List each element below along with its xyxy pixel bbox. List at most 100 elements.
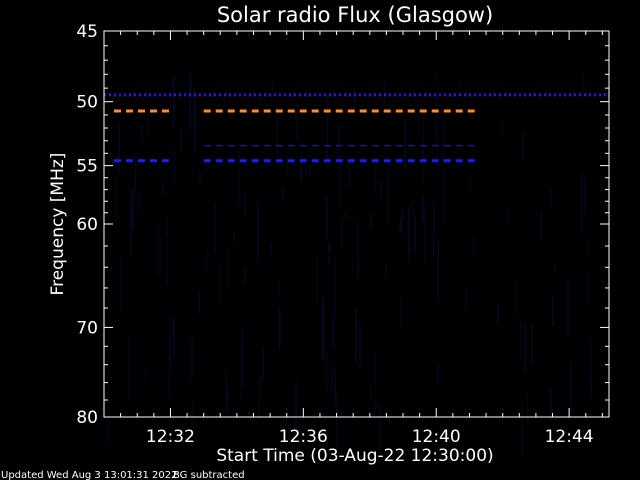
noise-streak bbox=[384, 261, 387, 277]
noise-streak bbox=[370, 212, 373, 228]
noise-streak bbox=[527, 391, 529, 424]
noise-streak bbox=[233, 230, 235, 244]
noise-streak bbox=[331, 361, 333, 396]
noise-streak bbox=[383, 79, 386, 107]
noise-streak bbox=[131, 189, 133, 218]
noise-streak bbox=[271, 80, 274, 92]
noise-streak bbox=[173, 75, 175, 129]
noise-streak bbox=[194, 87, 196, 153]
noise-streak bbox=[551, 186, 553, 210]
noise-streak bbox=[238, 150, 240, 204]
noise-streak bbox=[341, 219, 343, 250]
noise-streak bbox=[338, 155, 341, 211]
noise-streak bbox=[257, 200, 259, 264]
noise-streak bbox=[375, 164, 377, 194]
noise-streak bbox=[432, 202, 435, 256]
updated-timestamp: Updated Wed Aug 3 13:01:31 2022 bbox=[1, 470, 178, 480]
noise-streak bbox=[180, 127, 182, 152]
noise-streak bbox=[472, 236, 475, 259]
tick-labels: 45 50 55 60 70 80 12:32 12:36 12:40 12:44 bbox=[76, 22, 593, 447]
noise-streak bbox=[134, 157, 136, 196]
noise-streak bbox=[244, 189, 246, 217]
noise-streak bbox=[496, 303, 499, 324]
noise-streak bbox=[162, 181, 164, 196]
chart-title: Solar radio Flux (Glasgow) bbox=[217, 3, 493, 27]
noise-streak bbox=[190, 83, 192, 97]
noise-streak bbox=[296, 101, 298, 141]
noise-streak bbox=[567, 279, 569, 335]
noise-streak bbox=[225, 368, 228, 405]
noise-streak bbox=[401, 209, 403, 235]
axis-ticks bbox=[104, 30, 609, 418]
noise-streak bbox=[189, 72, 192, 131]
noise-streak bbox=[334, 364, 337, 408]
noise-streak bbox=[276, 106, 278, 156]
noise-streak bbox=[118, 122, 120, 174]
noise-streak bbox=[106, 234, 108, 271]
noise-streak bbox=[198, 291, 200, 314]
noise-streak bbox=[469, 178, 471, 189]
noise-streak bbox=[305, 166, 307, 175]
noise-streak bbox=[279, 307, 281, 349]
y-tick-label: 50 bbox=[76, 93, 98, 113]
noise-streak bbox=[433, 73, 436, 83]
noise-streak bbox=[219, 261, 222, 306]
noise-streak bbox=[353, 88, 355, 114]
noise-streak bbox=[157, 223, 160, 277]
noise-streak bbox=[191, 402, 193, 437]
noise-streak bbox=[421, 195, 424, 222]
noise-streak bbox=[570, 360, 572, 413]
plot-frame bbox=[103, 30, 610, 418]
noise-streak bbox=[112, 153, 115, 169]
noise-streak bbox=[144, 367, 147, 380]
noise-streak bbox=[521, 130, 524, 160]
noise-streak bbox=[408, 206, 410, 260]
noise-streak bbox=[591, 371, 593, 393]
noise-streak bbox=[550, 389, 552, 421]
noise-streak bbox=[159, 237, 162, 271]
noise-streak bbox=[581, 71, 584, 99]
noise-streak bbox=[502, 116, 504, 135]
noise-streak bbox=[416, 104, 418, 118]
noise-streak bbox=[399, 219, 401, 233]
noise-streak bbox=[399, 293, 402, 331]
noise-streak bbox=[436, 122, 438, 172]
noise-streak bbox=[524, 322, 526, 372]
y-tick-label: 60 bbox=[76, 215, 98, 235]
noise-streak bbox=[355, 307, 357, 363]
noise-streak bbox=[138, 190, 140, 213]
noise-streak bbox=[308, 146, 311, 178]
noise-streak bbox=[129, 209, 132, 259]
noise-streak bbox=[581, 173, 584, 234]
noise-streak bbox=[465, 285, 467, 310]
emission-lanes bbox=[104, 93, 609, 163]
noise-streak bbox=[239, 392, 242, 401]
x-tick-label: 12:36 bbox=[279, 427, 328, 447]
noise-streak bbox=[590, 339, 592, 404]
y-tick-label: 55 bbox=[76, 157, 98, 177]
noise-streak bbox=[262, 345, 264, 382]
noise-streak bbox=[173, 314, 175, 358]
x-tick-label: 12:32 bbox=[146, 427, 195, 447]
noise-streak bbox=[278, 282, 281, 297]
noise-streak bbox=[337, 123, 340, 161]
noise-streak bbox=[332, 319, 334, 348]
noise-streak bbox=[326, 96, 329, 163]
noise-streak bbox=[174, 146, 176, 182]
noise-streak bbox=[213, 203, 216, 253]
y-axis-label: Frequency [MHz] bbox=[48, 153, 68, 296]
noise-streak bbox=[168, 337, 171, 400]
noise-streak bbox=[435, 96, 437, 135]
noise-streak bbox=[514, 277, 516, 318]
x-tick-label: 12:40 bbox=[412, 427, 461, 447]
noise-streak bbox=[348, 155, 351, 188]
noise-streak bbox=[282, 188, 284, 202]
noise-streak bbox=[253, 406, 255, 416]
noise-streak bbox=[375, 350, 377, 409]
noise-streak bbox=[241, 328, 243, 389]
y-tick-label: 45 bbox=[76, 22, 98, 42]
x-tick-label: 12:44 bbox=[545, 427, 594, 447]
noise-streak bbox=[587, 275, 590, 304]
noise-streak bbox=[227, 246, 230, 289]
